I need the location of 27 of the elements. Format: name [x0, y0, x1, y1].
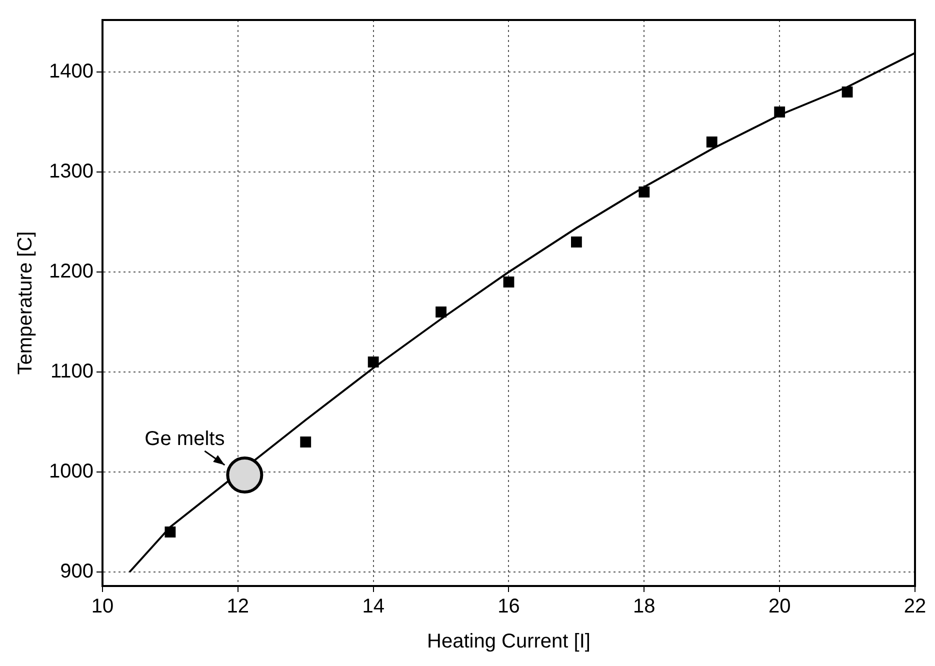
x-axis-title: Heating Current [I]: [427, 630, 590, 653]
point: [368, 356, 379, 368]
y-tick-label: 1400: [48, 60, 94, 83]
point: [638, 186, 650, 198]
point: [164, 526, 176, 538]
y-tick-label: 1200: [48, 260, 94, 283]
y-tick-label: 1100: [50, 360, 94, 383]
point: [842, 86, 853, 98]
point: [436, 306, 446, 318]
y-axis-title: Temperature [C]: [14, 231, 37, 375]
x-tick-label: 16: [498, 596, 520, 618]
annotation: Ge melts: [144, 428, 225, 450]
point: [571, 236, 582, 248]
y-tick-label: 900: [60, 560, 94, 583]
x-tick-label: 18: [633, 596, 656, 618]
point: [300, 436, 312, 448]
point: [706, 136, 718, 148]
x-tick-label: 10: [91, 596, 114, 618]
x-tick-label: 20: [768, 596, 791, 618]
y-tick-label: 1300: [48, 160, 94, 183]
point: [226, 456, 264, 494]
x-tick-label: 22: [904, 596, 926, 618]
y-tick-label: 1000: [48, 460, 94, 483]
x-tick-label: 14: [362, 596, 384, 618]
x-tick-label: 12: [226, 596, 250, 618]
point: [774, 106, 786, 118]
point: [503, 276, 514, 288]
